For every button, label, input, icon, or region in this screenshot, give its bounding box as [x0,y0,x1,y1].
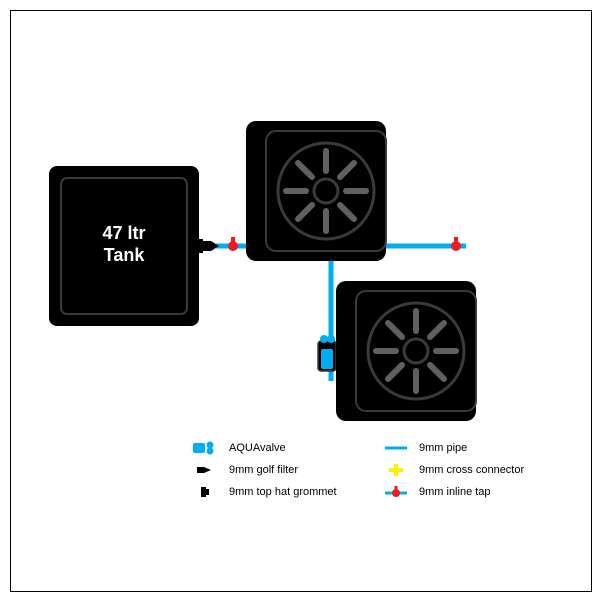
pipe-icon [381,441,411,455]
inline-tap-2 [451,237,461,251]
legend-label: 9mm cross connector [419,464,524,476]
legend-label: 9mm top hat grommet [229,486,337,498]
aquavalve-icon [191,441,221,455]
grommet [197,239,203,253]
legend: AQUAvalve 9mm pipe 9mm golf filter 9mm c… [191,441,571,507]
tank-label-1: 47 ltr [102,223,145,243]
legend-item-grommet: 9mm top hat grommet [191,485,381,499]
golf-filter-icon [191,463,221,477]
pot-2 [336,281,476,421]
tank-label-2: Tank [104,245,146,265]
legend-item-golf-filter: 9mm golf filter [191,463,381,477]
inline-tap-1 [228,237,238,251]
legend-item-cross: 9mm cross connector [381,463,571,477]
aquavalve [318,335,336,371]
pot-1 [246,121,386,261]
diagram-frame: 47 ltr Tank [10,10,592,592]
legend-item-pipe: 9mm pipe [381,441,571,455]
inline-tap-icon [381,485,411,499]
cross-icon [381,463,411,477]
legend-item-aquavalve: AQUAvalve [191,441,381,455]
legend-label: AQUAvalve [229,442,286,454]
legend-label: 9mm inline tap [419,486,491,498]
legend-label: 9mm pipe [419,442,467,454]
tank: 47 ltr Tank [49,166,199,326]
golf-filter [203,241,219,251]
grommet-icon [191,485,221,499]
legend-item-inline-tap: 9mm inline tap [381,485,571,499]
legend-label: 9mm golf filter [229,464,298,476]
